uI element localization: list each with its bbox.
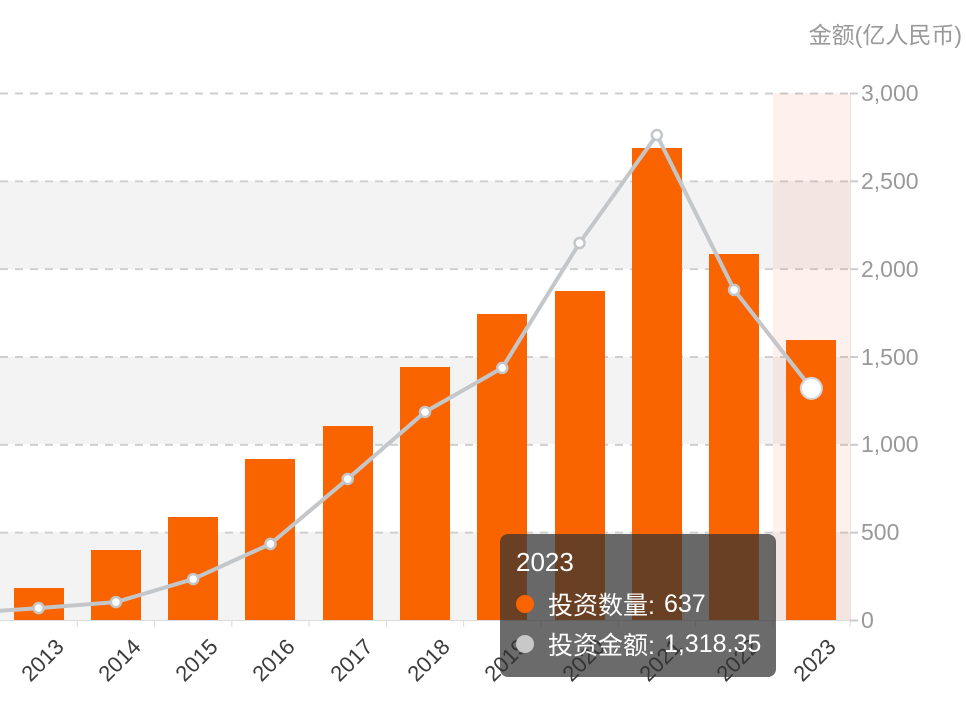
y-axis-label-2500: 2,500 bbox=[861, 167, 919, 194]
line-point-2023[interactable] bbox=[799, 376, 823, 400]
line-point-2018[interactable] bbox=[418, 405, 432, 419]
y-axis-label-3000: 3,000 bbox=[861, 80, 919, 106]
bar-2014[interactable] bbox=[90, 550, 141, 620]
line-point-2021[interactable] bbox=[650, 128, 664, 142]
tooltip-series-label: 投资金额: bbox=[548, 632, 655, 660]
bar-series-dot-icon bbox=[516, 595, 534, 613]
y-axis-label-2000: 2,000 bbox=[861, 255, 919, 282]
line-point-2020[interactable] bbox=[573, 236, 586, 250]
line-point-2015[interactable] bbox=[186, 572, 200, 586]
line-point-2013[interactable] bbox=[32, 601, 45, 615]
tooltip-series-label: 投资数量: bbox=[548, 592, 655, 620]
tooltip-series-value: 637 bbox=[663, 589, 706, 618]
line-point-2014[interactable] bbox=[109, 595, 123, 609]
bar-2017[interactable] bbox=[322, 425, 373, 620]
line-series-dot-icon bbox=[516, 635, 534, 653]
tooltip-title: 2023 bbox=[516, 547, 574, 577]
line-point-2022[interactable] bbox=[727, 283, 741, 297]
right-axis-title: 金额(亿人民币) bbox=[808, 22, 962, 48]
tooltip-row-amount: 投资金额: 1,318.35 bbox=[516, 624, 776, 664]
amount-line-series bbox=[0, 133, 814, 613]
y-axis-label-1500: 1,500 bbox=[861, 343, 919, 370]
y-axis-label-0: 0 bbox=[861, 607, 874, 633]
y-axis-label-500: 500 bbox=[861, 519, 900, 546]
bar-2015[interactable] bbox=[168, 516, 219, 620]
tooltip-row-count: 投资数量: 637 bbox=[516, 584, 776, 624]
chart-tooltip: 2023 投资数量: 637 投资金额: 1,318.35 bbox=[500, 534, 776, 677]
y-axis-label-1000: 1,000 bbox=[861, 431, 919, 458]
tooltip-series-value: 1,318.35 bbox=[663, 629, 762, 658]
grid-shaded-band bbox=[0, 180, 850, 269]
line-point-2016[interactable] bbox=[264, 537, 277, 551]
line-point-2017[interactable] bbox=[341, 472, 354, 486]
line-point-2019[interactable] bbox=[496, 361, 509, 375]
